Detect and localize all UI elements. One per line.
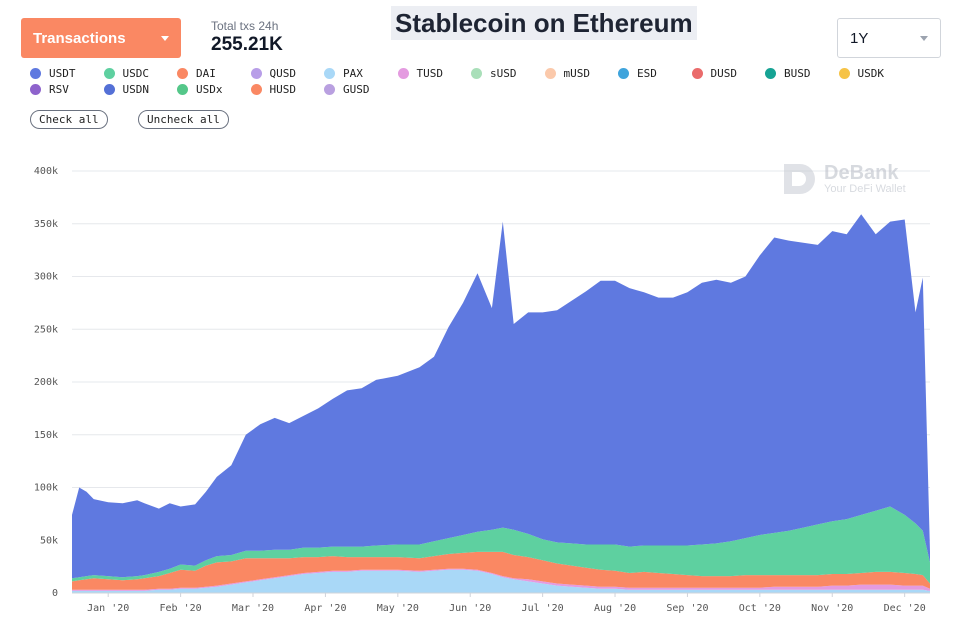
metric-dropdown[interactable]: Transactions — [21, 18, 181, 58]
legend-item-susd[interactable]: sUSD — [471, 67, 517, 80]
legend-item-husd[interactable]: HUSD — [250, 83, 297, 96]
y-tick-label: 100k — [34, 483, 58, 494]
legend-label: HUSD — [269, 83, 297, 96]
legend-dot-icon — [324, 68, 335, 79]
legend-item-usdc[interactable]: USDC — [103, 67, 150, 80]
legend-item-gusd[interactable]: GUSD — [324, 83, 370, 96]
legend-dot-icon — [397, 68, 409, 79]
legend-label: mUSD — [563, 67, 591, 80]
watermark: DeBank Your DeFi Wallet — [782, 162, 906, 196]
legend-dot-icon — [765, 68, 776, 79]
legend-item-dusd[interactable]: DUSD — [691, 67, 738, 80]
legend-dot-icon — [250, 84, 262, 95]
legend-label: PAX — [343, 67, 363, 80]
legend-dot-icon — [250, 68, 262, 79]
legend-dot-icon — [324, 84, 335, 95]
page-title: Stablecoin on Ethereum — [391, 6, 697, 40]
x-tick-label: Oct '20 — [739, 603, 781, 614]
legend-dot-icon — [838, 68, 850, 79]
legend-label: TUSD — [416, 67, 444, 80]
legend-dot-icon — [618, 68, 629, 79]
x-tick-label: Apr '20 — [304, 603, 346, 614]
legend-dot-icon — [544, 68, 556, 79]
range-dropdown[interactable]: 1Y — [837, 18, 941, 58]
legend-item-usdt[interactable]: USDT — [30, 67, 76, 80]
legend-item-usdn[interactable]: USDN — [103, 83, 150, 96]
legend-item-dai[interactable]: DAI — [177, 67, 216, 80]
legend-label: USDx — [196, 83, 223, 96]
area-series-tusd — [72, 568, 930, 591]
x-tick-label: Jan '20 — [87, 603, 129, 614]
y-tick-label: 250k — [34, 324, 58, 335]
x-tick-label: Mar '20 — [232, 603, 274, 614]
x-tick-label: May '20 — [377, 603, 419, 614]
x-tick-label: Feb '20 — [160, 603, 202, 614]
legend-label: DAI — [196, 67, 216, 80]
y-tick-label: 300k — [34, 272, 58, 283]
legend-dot-icon — [471, 68, 482, 79]
x-tick-label: Nov '20 — [811, 603, 853, 614]
y-tick-label: 150k — [34, 430, 58, 441]
legend-dot-icon — [30, 68, 41, 79]
legend-label: sUSD — [490, 67, 517, 80]
legend-label: DUSD — [710, 67, 738, 80]
area-series-pax — [72, 569, 930, 593]
metric-dropdown-label: Transactions — [33, 29, 126, 47]
chevron-down-icon — [920, 35, 928, 41]
x-tick-label: Jul '20 — [522, 603, 564, 614]
legend-label: QUSD — [269, 67, 297, 80]
chevron-down-icon — [161, 35, 169, 41]
legend-label: RSV — [49, 83, 69, 96]
check-all-button[interactable]: Check all — [30, 110, 108, 129]
y-tick-label: 0 — [52, 588, 58, 599]
watermark-brand: DeBank — [824, 161, 899, 184]
stat-value: 255.21K — [211, 34, 283, 55]
legend-item-qusd[interactable]: QUSD — [250, 67, 297, 80]
legend-label: USDT — [49, 67, 76, 80]
debank-logo-icon — [784, 164, 815, 194]
legend-dot-icon — [177, 68, 188, 79]
uncheck-all-button[interactable]: Uncheck all — [138, 110, 229, 129]
legend-label: GUSD — [343, 83, 370, 96]
legend-item-pax[interactable]: PAX — [324, 67, 363, 80]
legend-dot-icon — [103, 84, 115, 95]
y-tick-label: 200k — [34, 377, 58, 388]
y-tick-label: 350k — [34, 219, 58, 230]
watermark-tagline: Your DeFi Wallet — [824, 182, 906, 195]
stat-label: Total txs 24h — [211, 19, 279, 33]
y-tick-label: 400k — [34, 166, 58, 177]
legend-label: BUSD — [784, 67, 811, 80]
legend-item-rsv[interactable]: RSV — [30, 83, 69, 96]
y-tick-label: 50k — [40, 535, 58, 546]
legend-item-busd[interactable]: BUSD — [765, 67, 811, 80]
area-series-dai — [72, 551, 930, 590]
legend-dot-icon — [691, 68, 703, 79]
x-tick-label: Aug '20 — [594, 603, 636, 614]
legend-label: USDK — [857, 67, 885, 80]
area-series-usdt — [72, 214, 930, 579]
legend-dot-icon — [30, 84, 41, 95]
legend-label: USDC — [122, 67, 150, 80]
legend-item-musd[interactable]: mUSD — [544, 67, 591, 80]
legend-item-esd[interactable]: ESD — [618, 67, 657, 80]
range-dropdown-label: 1Y — [850, 29, 869, 47]
stacked-area-chart: 0 50k 100k 150k 200k 250k 300k 350k 400k Jan '20 F… — [34, 166, 930, 614]
x-tick-label: Sep '20 — [666, 603, 708, 614]
x-tick-label: Dec '20 — [884, 603, 926, 614]
legend-dot-icon — [177, 84, 188, 95]
legend-item-usdx[interactable]: USDx — [177, 83, 223, 96]
legend-item-usdk[interactable]: USDK — [838, 67, 885, 80]
legend-label: ESD — [637, 67, 657, 80]
legend-dot-icon — [103, 68, 115, 79]
area-series-usdc — [72, 506, 930, 584]
legend-label: USDN — [122, 83, 150, 96]
legend-item-tusd[interactable]: TUSD — [397, 67, 444, 80]
x-tick-label: Jun '20 — [449, 603, 491, 614]
